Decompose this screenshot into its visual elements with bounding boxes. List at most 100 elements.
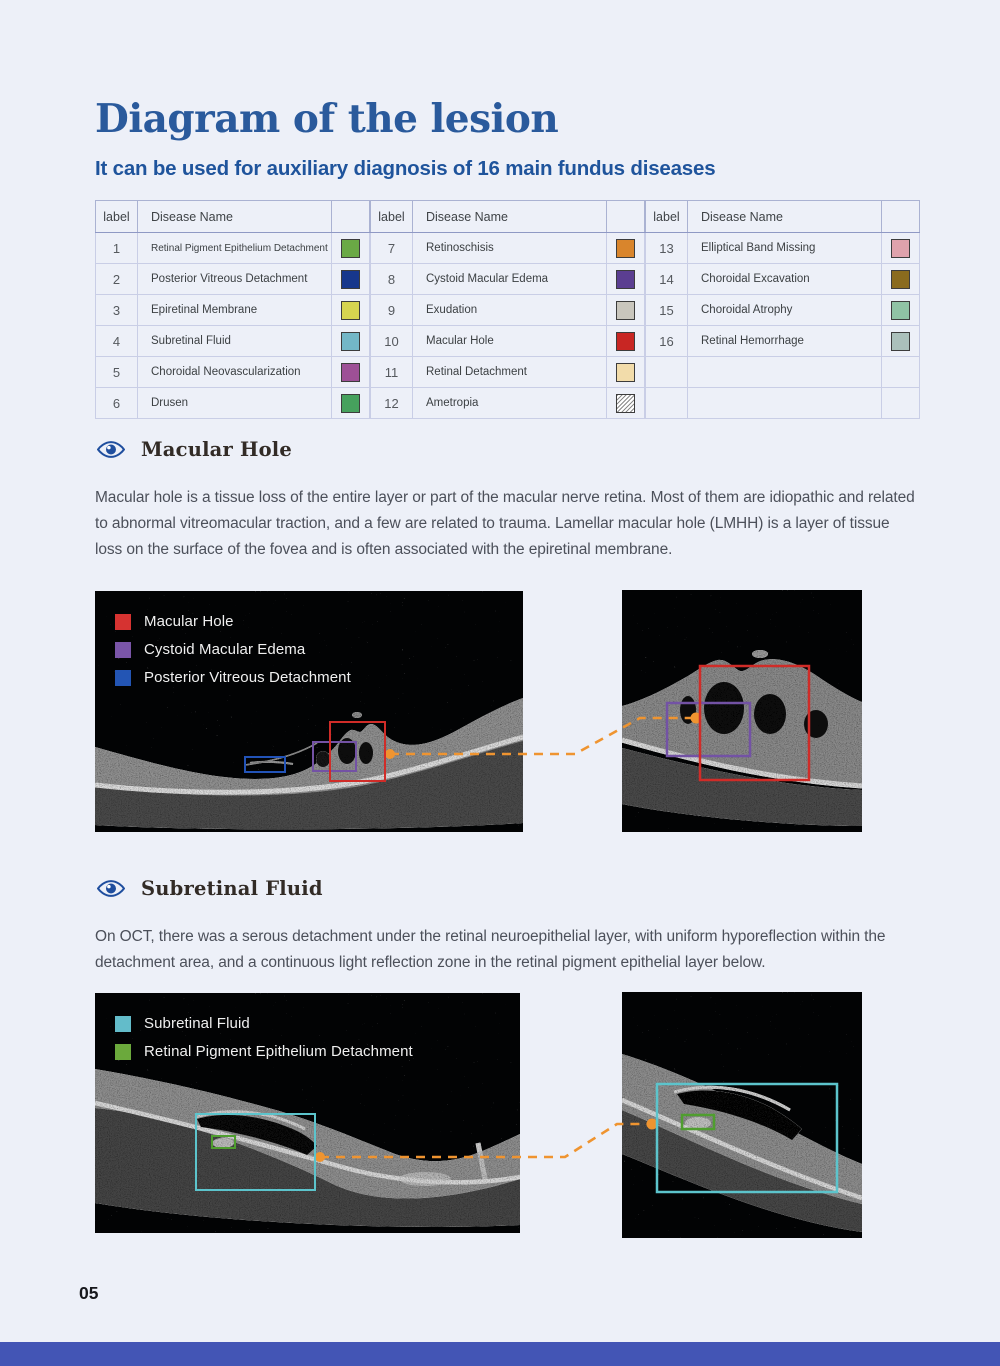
disease-color-cell — [881, 325, 920, 357]
figure-legend: Subretinal Fluid Retinal Pigment Epitheli… — [115, 1015, 413, 1071]
disease-color-cell — [331, 232, 370, 264]
page-subtitle: It can be used for auxiliary diagnosis o… — [95, 157, 716, 180]
disease-name: Retinal Detachment — [412, 356, 607, 388]
disease-row: 14 Choroidal Excavation — [645, 263, 920, 295]
disease-label: 15 — [645, 294, 688, 326]
oct-scan-image: Macular Hole Cystoid Macular Edema Posteri… — [95, 591, 523, 832]
disease-name: Retinal Pigment Epithelium Detachment — [137, 232, 332, 264]
disease-row: 12 Ametropia — [370, 387, 645, 419]
disease-color-swatch — [616, 362, 635, 382]
column-header-label: label — [645, 200, 688, 233]
column-header-color — [331, 200, 370, 233]
disease-name: Macular Hole — [412, 325, 607, 357]
legend-color-swatch — [115, 613, 131, 630]
disease-name: Choroidal Neovascularization — [137, 356, 332, 388]
disease-label: 3 — [95, 294, 138, 326]
figure-legend-item: Cystoid Macular Edema — [115, 641, 351, 658]
disease-name — [687, 356, 882, 388]
eye-icon — [97, 880, 125, 897]
disease-color-cell — [881, 387, 920, 419]
legend-label: Cystoid Macular Edema — [144, 641, 306, 658]
disease-label — [645, 387, 688, 419]
disease-color-swatch — [341, 393, 360, 413]
legend-label: Subretinal Fluid — [144, 1015, 250, 1032]
disease-color-cell — [606, 263, 645, 295]
disease-color-cell — [331, 387, 370, 419]
disease-name: Subretinal Fluid — [137, 325, 332, 357]
disease-label: 11 — [370, 356, 413, 388]
disease-row: 1 Retinal Pigment Epithelium Detachment — [95, 232, 370, 264]
disease-color-swatch — [616, 393, 635, 413]
disease-color-swatch — [891, 238, 910, 258]
disease-color-cell — [606, 356, 645, 388]
column-header-color — [606, 200, 645, 233]
legend-label: Retinal Pigment Epithelium Detachment — [144, 1043, 413, 1060]
figure-macular-hole: Macular Hole Cystoid Macular Edema Posteri… — [95, 590, 862, 832]
disease-table-group-1: label Disease Name 1 Retinal Pigment Epit… — [95, 200, 370, 419]
disease-label: 7 — [370, 232, 413, 264]
disease-color-cell — [881, 294, 920, 326]
disease-name: Choroidal Excavation — [687, 263, 882, 295]
figure-legend-item: Retinal Pigment Epithelium Detachment — [115, 1043, 413, 1060]
disease-name: Retinoschisis — [412, 232, 607, 264]
column-header-label: label — [95, 200, 138, 233]
footer-bar — [0, 1342, 1000, 1366]
disease-name: Retinal Hemorrhage — [687, 325, 882, 357]
section-title: Subretinal Fluid — [141, 877, 323, 900]
legend-color-swatch — [115, 669, 131, 686]
disease-color-cell — [331, 325, 370, 357]
disease-row: 16 Retinal Hemorrhage — [645, 325, 920, 357]
legend-color-swatch — [115, 1015, 131, 1032]
disease-row: 9 Exudation — [370, 294, 645, 326]
disease-name: Exudation — [412, 294, 607, 326]
disease-color-cell — [331, 263, 370, 295]
disease-color-cell — [331, 294, 370, 326]
disease-row — [645, 356, 920, 388]
disease-label: 6 — [95, 387, 138, 419]
disease-table-group-3: label Disease Name 13 Elliptical Band Mis… — [645, 200, 920, 419]
column-header-label: label — [370, 200, 413, 233]
disease-color-swatch — [341, 269, 360, 289]
disease-legend-table: label Disease Name 1 Retinal Pigment Epit… — [95, 200, 920, 419]
disease-color-swatch — [616, 300, 635, 320]
disease-label: 16 — [645, 325, 688, 357]
section-heading-subretinal-fluid: Subretinal Fluid — [97, 877, 323, 900]
disease-label: 1 — [95, 232, 138, 264]
disease-label: 10 — [370, 325, 413, 357]
disease-color-cell — [606, 294, 645, 326]
disease-color-cell — [606, 232, 645, 264]
disease-name: Drusen — [137, 387, 332, 419]
figure-legend-item: Subretinal Fluid — [115, 1015, 413, 1032]
figure-legend-item: Posterior Vitreous Detachment — [115, 669, 351, 686]
disease-row: 7 Retinoschisis — [370, 232, 645, 264]
disease-label: 12 — [370, 387, 413, 419]
disease-color-swatch — [616, 269, 635, 289]
disease-color-cell — [606, 325, 645, 357]
legend-color-swatch — [115, 1043, 131, 1060]
eye-icon — [97, 441, 125, 458]
page-number: 05 — [79, 1283, 99, 1303]
disease-name: Elliptical Band Missing — [687, 232, 882, 264]
section-heading-macular-hole: Macular Hole — [97, 438, 292, 461]
disease-color-cell — [606, 387, 645, 419]
disease-color-swatch — [891, 269, 910, 289]
oct-zoom-image — [622, 992, 862, 1238]
figure-legend-item: Macular Hole — [115, 613, 351, 630]
oct-scan-image: Subretinal Fluid Retinal Pigment Epitheli… — [95, 993, 520, 1233]
disease-color-cell — [881, 356, 920, 388]
disease-color-swatch — [341, 238, 360, 258]
disease-label: 9 — [370, 294, 413, 326]
disease-row: 13 Elliptical Band Missing — [645, 232, 920, 264]
column-header-disease-name: Disease Name — [687, 200, 882, 233]
disease-row: 11 Retinal Detachment — [370, 356, 645, 388]
disease-name — [687, 387, 882, 419]
page-title: Diagram of the lesion — [95, 96, 559, 142]
disease-name: Cystoid Macular Edema — [412, 263, 607, 295]
disease-color-swatch — [341, 300, 360, 320]
disease-color-cell — [881, 232, 920, 264]
disease-row: 15 Choroidal Atrophy — [645, 294, 920, 326]
section-paragraph: Macular hole is a tissue loss of the ent… — [95, 489, 915, 558]
disease-color-swatch — [616, 331, 635, 351]
disease-row: 3 Epiretinal Membrane — [95, 294, 370, 326]
